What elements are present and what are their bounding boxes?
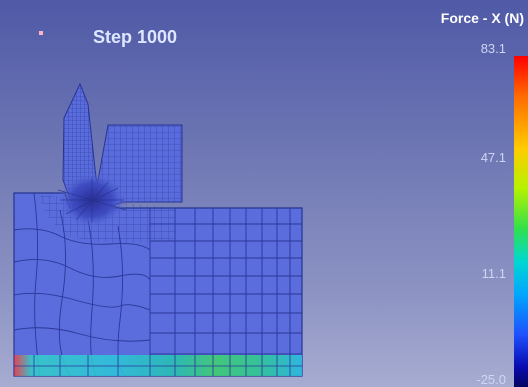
contact-force-band <box>14 355 302 376</box>
legend-tick-2: 47.1 <box>480 150 506 165</box>
point-marker-icon <box>39 31 43 35</box>
legend-tick-max: 83.1 <box>480 41 506 56</box>
legend-tick-3: 11.1 <box>481 266 506 281</box>
step-label: Step 1000 <box>93 27 178 47</box>
legend-tick-min: -25.0 <box>476 372 506 387</box>
color-scale-bar <box>514 56 528 387</box>
workpiece-mesh <box>13 192 303 377</box>
legend-title: Force - X (N) <box>440 10 524 26</box>
